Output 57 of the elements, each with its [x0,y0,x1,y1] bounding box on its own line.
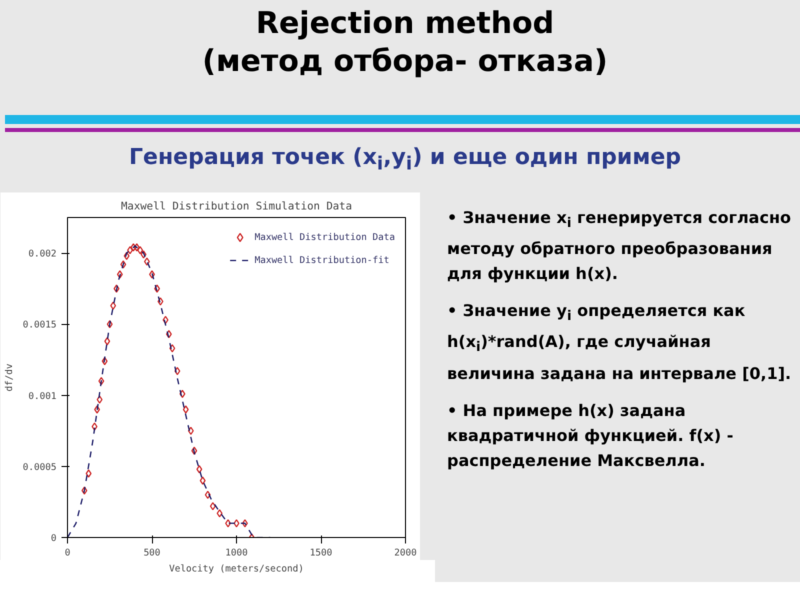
point [162,316,168,324]
point [96,395,103,404]
y-axis-title: df/dv [4,363,15,392]
point [106,320,113,328]
point [116,270,123,278]
point [196,465,202,474]
legend-label: Maxwell Distribution-fit [254,254,390,266]
point [174,367,180,376]
y-tick-label: 0.0005 [22,462,57,473]
point [188,426,194,435]
point [242,519,248,528]
x-tick-label: 500 [144,548,161,558]
point [234,519,240,528]
text: • Значение x$_{i}$ генерируется согласно методу обратного преобразования для функции h(x). [447,207,792,286]
point [154,284,160,293]
point [225,519,231,528]
chart-title: Maxwell Distribution Simulation Data [121,200,352,212]
y-tick-label: 0.002 [28,248,57,260]
point [169,344,176,352]
x-tick-label: 1500 [310,548,333,558]
y-tick-label: 0.001 [28,390,57,402]
point [216,509,223,518]
point [114,284,120,293]
point [98,376,104,386]
point [81,486,88,495]
point [166,330,172,338]
point [127,246,133,254]
text: Генерация точек (x$_{i}$,y$_{i}$) и еще один пример [128,145,682,174]
point [179,390,186,398]
point [200,476,206,485]
point [191,446,198,455]
point [137,246,144,254]
text: • На примере h(x) задана квадратичной функцией. f(x) - распределение Максвелла. [447,400,734,472]
y-tick-label: 0.0015 [22,320,57,331]
point [144,257,150,266]
x-tick-label: 1000 [225,548,248,558]
point [104,337,110,346]
text: • Значение y$_{i}$ определяется как h(x$_{i}$)*rand(A), где случайная величина задана на интервале [0,1]. [447,301,792,383]
point [210,502,216,510]
x-axis-title: Velocity (meters/second) [169,564,304,574]
x-tick-label: 2000 [394,548,418,558]
point [182,405,189,414]
y-tick-label: 0 [50,533,57,544]
point [94,405,100,414]
x-tick-label: 0 [64,548,71,558]
text: Rejection method [254,5,556,43]
point [149,270,155,278]
point [134,243,140,252]
point [86,469,92,478]
point [102,357,108,366]
text: (метод отбора- отказа) [201,43,609,81]
point [120,260,126,269]
point [124,252,130,260]
point [110,302,116,310]
point [130,243,136,252]
legend-label: Maxwell Distribution Data [254,232,395,242]
point [204,490,211,499]
